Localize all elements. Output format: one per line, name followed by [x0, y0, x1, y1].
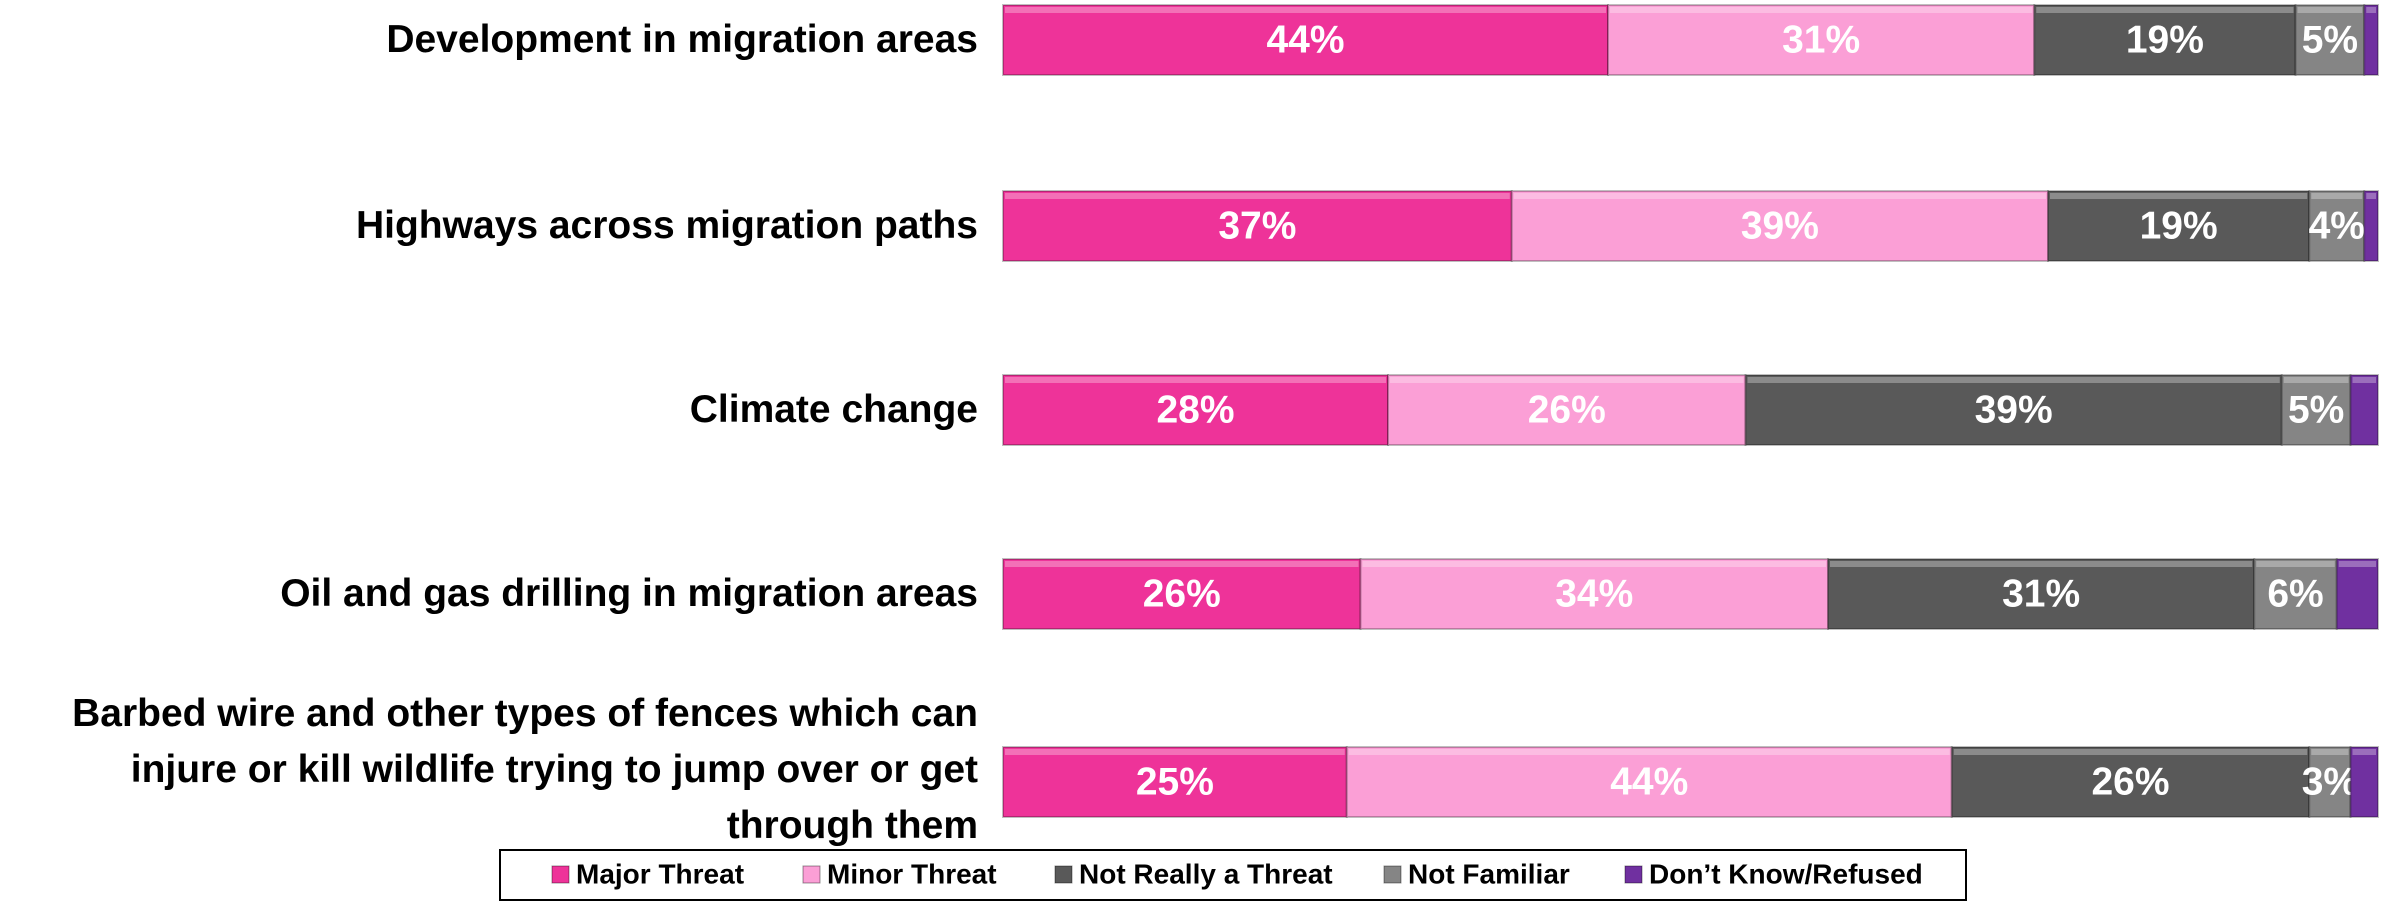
legend-label: Not Really a Threat	[1079, 858, 1333, 889]
bar-highlight	[2311, 193, 2363, 199]
bar-segment	[2253, 558, 2338, 630]
bar-segment	[2294, 4, 2366, 76]
category-label: Highways across migration paths	[355, 204, 978, 247]
category-label: Development in migration areas	[386, 18, 978, 61]
bar-highlight	[1953, 749, 2308, 755]
bar-segment	[1002, 558, 1362, 630]
legend-label: Minor Threat	[827, 858, 997, 889]
value-label: 44%	[1266, 18, 1344, 61]
value-label: 19%	[2140, 204, 2218, 247]
bar-highlight	[1747, 377, 2280, 383]
bar-highlight	[2297, 7, 2363, 13]
value-label: 31%	[1782, 18, 1860, 61]
bar-highlight	[1005, 749, 1345, 755]
bar-highlight	[1005, 7, 1606, 13]
bar-highlight	[2283, 377, 2349, 383]
bar-highlight	[1513, 193, 2046, 199]
bar-highlight	[1830, 561, 2253, 567]
bar-segment	[2308, 190, 2366, 262]
bar-segment	[2363, 4, 2379, 76]
bar-highlight	[1005, 193, 1510, 199]
bar-highlight	[1005, 377, 1386, 383]
bar-segment	[1002, 190, 1513, 262]
legend-label: Major Threat	[576, 858, 744, 889]
value-label: 31%	[2002, 572, 2080, 615]
bar-highlight	[1348, 749, 1950, 755]
bar-segment	[1387, 374, 1747, 446]
legend-swatch	[1054, 865, 1073, 884]
legend-swatch	[1624, 865, 1643, 884]
legend-label: Not Familiar	[1408, 858, 1570, 889]
bar-highlight	[1005, 561, 1359, 567]
bar-highlight	[2366, 7, 2376, 13]
bar-highlight	[1362, 561, 1826, 567]
bar-segment	[1002, 374, 1389, 446]
legend-box	[499, 849, 1967, 901]
category-label: Barbed wire and other types of fences wh…	[72, 692, 978, 847]
value-label: 37%	[1218, 204, 1296, 247]
bar-highlight	[2256, 561, 2335, 567]
bar-highlight	[2036, 7, 2294, 13]
bar-segment	[2349, 374, 2379, 446]
bar-highlight	[2366, 193, 2376, 199]
bar-highlight	[1610, 7, 2033, 13]
value-label: 3%	[2302, 760, 2358, 803]
value-label: 28%	[1156, 388, 1234, 431]
bar-highlight	[2050, 193, 2308, 199]
bar-segment	[1744, 374, 2283, 446]
bar-highlight	[2352, 377, 2376, 383]
bar-highlight	[2311, 749, 2349, 755]
bar-segment	[2280, 374, 2352, 446]
bar-segment	[1345, 746, 1953, 818]
legend-label: Don’t Know/Refused	[1649, 858, 1923, 889]
value-label: 44%	[1610, 760, 1688, 803]
value-label: 5%	[2302, 18, 2358, 61]
value-label: 39%	[1975, 388, 2053, 431]
bar-segment	[1510, 190, 2049, 262]
bar-segment	[2335, 558, 2379, 630]
value-label: 26%	[1143, 572, 1221, 615]
value-label: 26%	[2091, 760, 2169, 803]
bar-segment	[2047, 190, 2311, 262]
bar-segment	[1359, 558, 1829, 630]
bar-highlight	[2338, 561, 2376, 567]
legend-swatch	[1383, 865, 1402, 884]
bar-segment	[2033, 4, 2297, 76]
value-label: 5%	[2288, 388, 2344, 431]
bar-highlight	[2352, 749, 2376, 755]
bar-segment	[1002, 4, 1609, 76]
value-label: 25%	[1136, 760, 1214, 803]
legend-swatch	[802, 865, 821, 884]
value-label: 39%	[1741, 204, 1819, 247]
value-label: 34%	[1555, 572, 1633, 615]
bar-highlight	[1390, 377, 1744, 383]
value-label: 19%	[2126, 18, 2204, 61]
value-label: 6%	[2267, 572, 2323, 615]
category-label: Climate change	[689, 388, 978, 431]
bar-segment	[1827, 558, 2256, 630]
category-label: Oil and gas drilling in migration areas	[280, 572, 978, 615]
bar-segment	[2363, 190, 2379, 262]
bar-segment	[2349, 746, 2379, 818]
bar-segment	[1950, 746, 2311, 818]
legend-swatch	[551, 865, 570, 884]
value-label: 26%	[1528, 388, 1606, 431]
value-label: 4%	[2309, 204, 2365, 247]
